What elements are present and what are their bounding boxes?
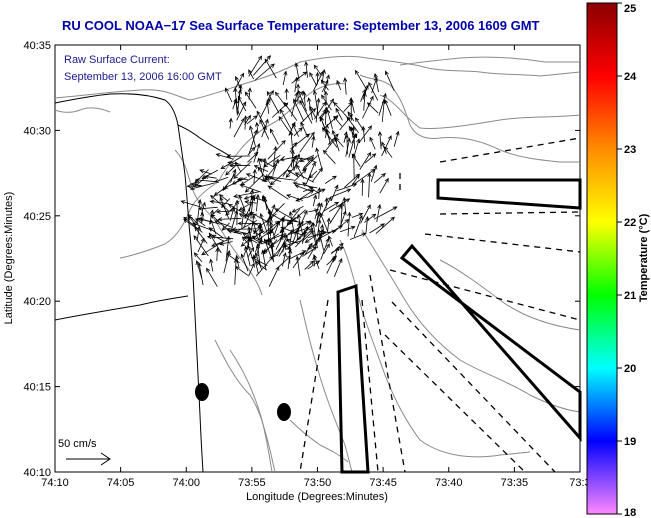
site-marker-1 (195, 383, 209, 401)
current-legend-line2: September 13, 2006 16:00 GMT (64, 71, 222, 83)
x-tick-label: 74:10 (41, 477, 69, 489)
x-axis: 74:10 74:05 74:00 73:55 73:50 73:45 73:40 73:35… (41, 45, 591, 489)
current-legend-line1: Raw Surface Current: (64, 54, 170, 66)
x-tick-label: 73:55 (238, 477, 266, 489)
x-tick-label: 73:35 (501, 477, 529, 489)
box-southeast (399, 243, 582, 442)
site-marker-2 (277, 403, 291, 421)
y-tick-label: 40:20 (23, 296, 51, 308)
y-tick-label: 40:30 (23, 125, 51, 137)
x-tick-label: 73:3 (569, 477, 590, 489)
colorbar-gradient (586, 2, 618, 515)
colorbar-tick-label: 21 (624, 290, 636, 302)
x-tick-label: 74:00 (172, 477, 200, 489)
colorbar-tick-label: 18 (624, 507, 636, 518)
box-east (436, 178, 582, 210)
map-frame (54, 44, 581, 473)
y-tick-label: 40:10 (23, 467, 51, 479)
colorbar-tick-label: 20 (624, 363, 636, 375)
map-panel: Raw Surface Current: September 13, 2006 … (54, 44, 582, 474)
x-tick-label: 73:40 (435, 477, 463, 489)
analysis-boxes (336, 178, 582, 474)
figure-title: RU COOL NOAA−17 Sea Surface Temperature:… (62, 18, 540, 33)
y-tick-label: 40:15 (23, 382, 51, 394)
colorbar-tick-label: 25 (624, 3, 636, 15)
x-tick-label: 73:50 (304, 477, 332, 489)
bathymetry-contours (54, 55, 581, 473)
surface-current-vectors (180, 55, 400, 287)
colorbar-tick-label: 19 (624, 436, 636, 448)
colorbar-tick-label: 24 (624, 71, 637, 83)
colorbar-label: Temperature (°C) (638, 213, 650, 302)
y-tick-label: 40:35 (23, 40, 51, 52)
x-tick-label: 74:05 (107, 477, 135, 489)
y-axis-label: Latitude (Degrees:Minutes) (3, 192, 15, 325)
x-tick-label: 73:45 (369, 477, 397, 489)
y-axis: 40:35 40:30 40:25 40:20 40:15 40:10 (23, 40, 580, 479)
colorbar-tick-label: 22 (624, 217, 636, 229)
scale-arrow: 50 cm/s (58, 438, 111, 466)
radar-radial-lines (299, 137, 581, 473)
temperature-colorbar: 25 24 23 22 21 20 19 18 Temperature (°C) (586, 2, 650, 518)
scale-label: 50 cm/s (58, 438, 97, 450)
box-south (336, 283, 370, 474)
y-tick-label: 40:25 (23, 211, 51, 223)
x-axis-label: Longitude (Degrees:Minutes) (246, 491, 388, 503)
colorbar-tick-label: 23 (624, 144, 636, 156)
